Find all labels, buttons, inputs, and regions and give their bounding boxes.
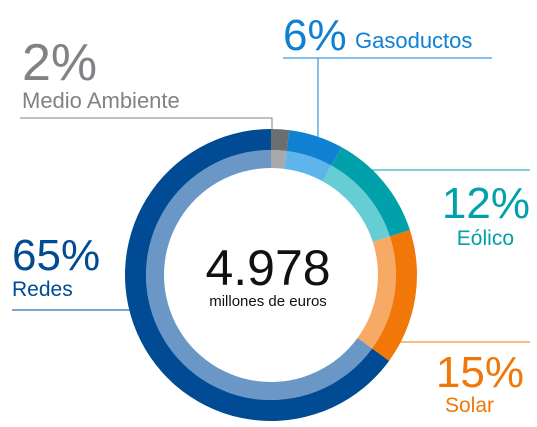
- value-label: 2%: [22, 34, 97, 92]
- slice-outer: [286, 130, 342, 166]
- category-label: Eólico: [457, 227, 514, 250]
- total-value: 4.978: [205, 240, 330, 296]
- category-label: Redes: [12, 278, 73, 301]
- leader-line: [20, 117, 273, 132]
- value-label: 12%: [442, 179, 530, 228]
- value-label: 6%: [283, 11, 347, 60]
- category-label: Gasoductos: [355, 28, 472, 53]
- value-label: 65%: [12, 231, 100, 280]
- category-label: Solar: [445, 394, 494, 417]
- slice-outer: [331, 147, 410, 237]
- total-caption: millones de euros: [209, 293, 327, 310]
- slice-inner: [357, 236, 396, 349]
- slice-inner: [284, 150, 332, 182]
- value-label: 15%: [436, 348, 524, 397]
- slice-outer: [372, 229, 417, 361]
- slice-inner: [322, 165, 390, 242]
- slice-inner: [271, 150, 287, 169]
- slice-outer: [271, 129, 290, 151]
- category-label: Medio Ambiente: [22, 88, 180, 113]
